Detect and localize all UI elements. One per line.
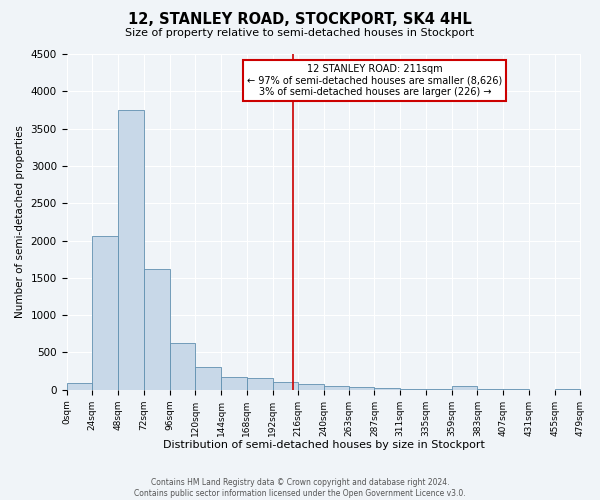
Text: 12 STANLEY ROAD: 211sqm
← 97% of semi-detached houses are smaller (8,626)
3% of : 12 STANLEY ROAD: 211sqm ← 97% of semi-de… xyxy=(247,64,503,98)
X-axis label: Distribution of semi-detached houses by size in Stockport: Distribution of semi-detached houses by … xyxy=(163,440,484,450)
Bar xyxy=(170,342,195,390)
Bar xyxy=(272,382,298,390)
Bar xyxy=(221,378,247,390)
Bar xyxy=(349,387,374,390)
Y-axis label: Number of semi-detached properties: Number of semi-detached properties xyxy=(15,126,25,318)
Bar xyxy=(118,110,144,390)
Bar xyxy=(92,236,118,390)
Bar xyxy=(144,269,170,390)
Bar xyxy=(247,378,272,390)
Text: Contains HM Land Registry data © Crown copyright and database right 2024.
Contai: Contains HM Land Registry data © Crown c… xyxy=(134,478,466,498)
Bar xyxy=(452,386,478,390)
Bar xyxy=(67,383,92,390)
Bar xyxy=(374,388,400,390)
Bar xyxy=(400,389,426,390)
Bar xyxy=(324,386,349,390)
Text: 12, STANLEY ROAD, STOCKPORT, SK4 4HL: 12, STANLEY ROAD, STOCKPORT, SK4 4HL xyxy=(128,12,472,28)
Bar xyxy=(195,368,221,390)
Text: Size of property relative to semi-detached houses in Stockport: Size of property relative to semi-detach… xyxy=(125,28,475,38)
Bar xyxy=(298,384,324,390)
